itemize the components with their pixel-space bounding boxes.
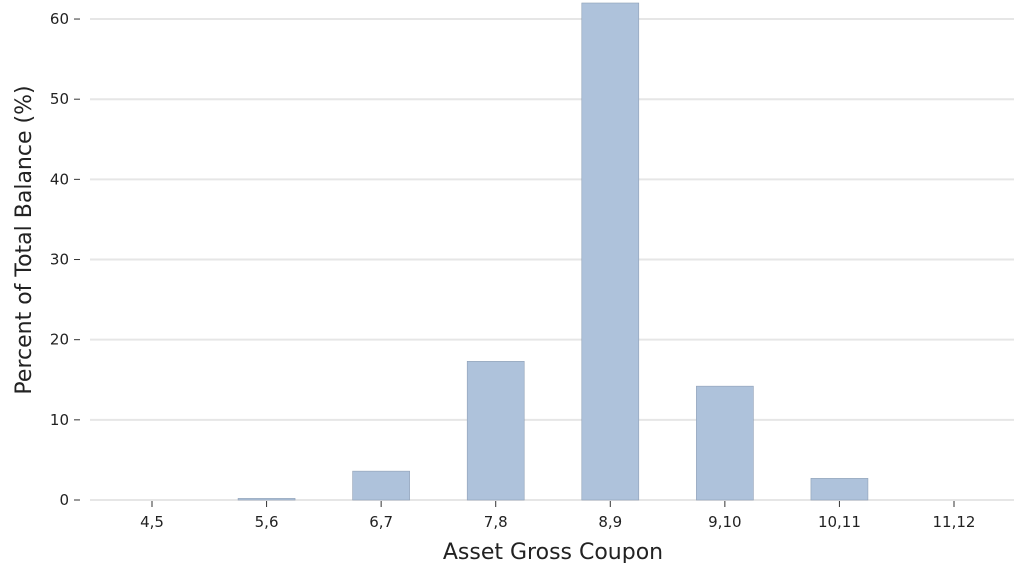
- y-axis-ticks: 0 10 20 30 40 50 60: [50, 10, 80, 509]
- x-tick-label: 5,6: [255, 513, 279, 531]
- y-tick-label: 60: [50, 10, 69, 28]
- bar: [237, 498, 296, 501]
- x-tick-label: 9,10: [708, 513, 741, 531]
- x-tick-label: 10,11: [818, 513, 861, 531]
- y-axis-title: Percent of Total Balance (%): [12, 85, 37, 394]
- y-tick-label: 50: [50, 90, 69, 108]
- bar: [352, 470, 410, 501]
- y-tick-label: 40: [50, 170, 69, 188]
- bars: [237, 2, 869, 501]
- x-tick-label: 4,5: [140, 513, 164, 531]
- x-tick-label: 6,7: [369, 513, 393, 531]
- x-axis-ticks: 4,5 5,6 6,7 7,8 8,9 9,10 10,11 11,12: [140, 501, 975, 531]
- bar: [466, 361, 525, 501]
- x-tick-label: 11,12: [933, 513, 976, 531]
- y-tick-label: 10: [50, 411, 69, 429]
- y-tick-label: 0: [59, 491, 69, 509]
- bar: [810, 478, 869, 501]
- bar: [696, 385, 754, 501]
- x-tick-label: 8,9: [598, 513, 622, 531]
- x-axis-title: Asset Gross Coupon: [443, 540, 663, 563]
- x-tick-label: 7,8: [484, 513, 508, 531]
- bar: [581, 2, 640, 501]
- gridlines: [90, 18, 1014, 501]
- y-tick-label: 20: [50, 331, 69, 349]
- y-tick-label: 30: [50, 251, 69, 269]
